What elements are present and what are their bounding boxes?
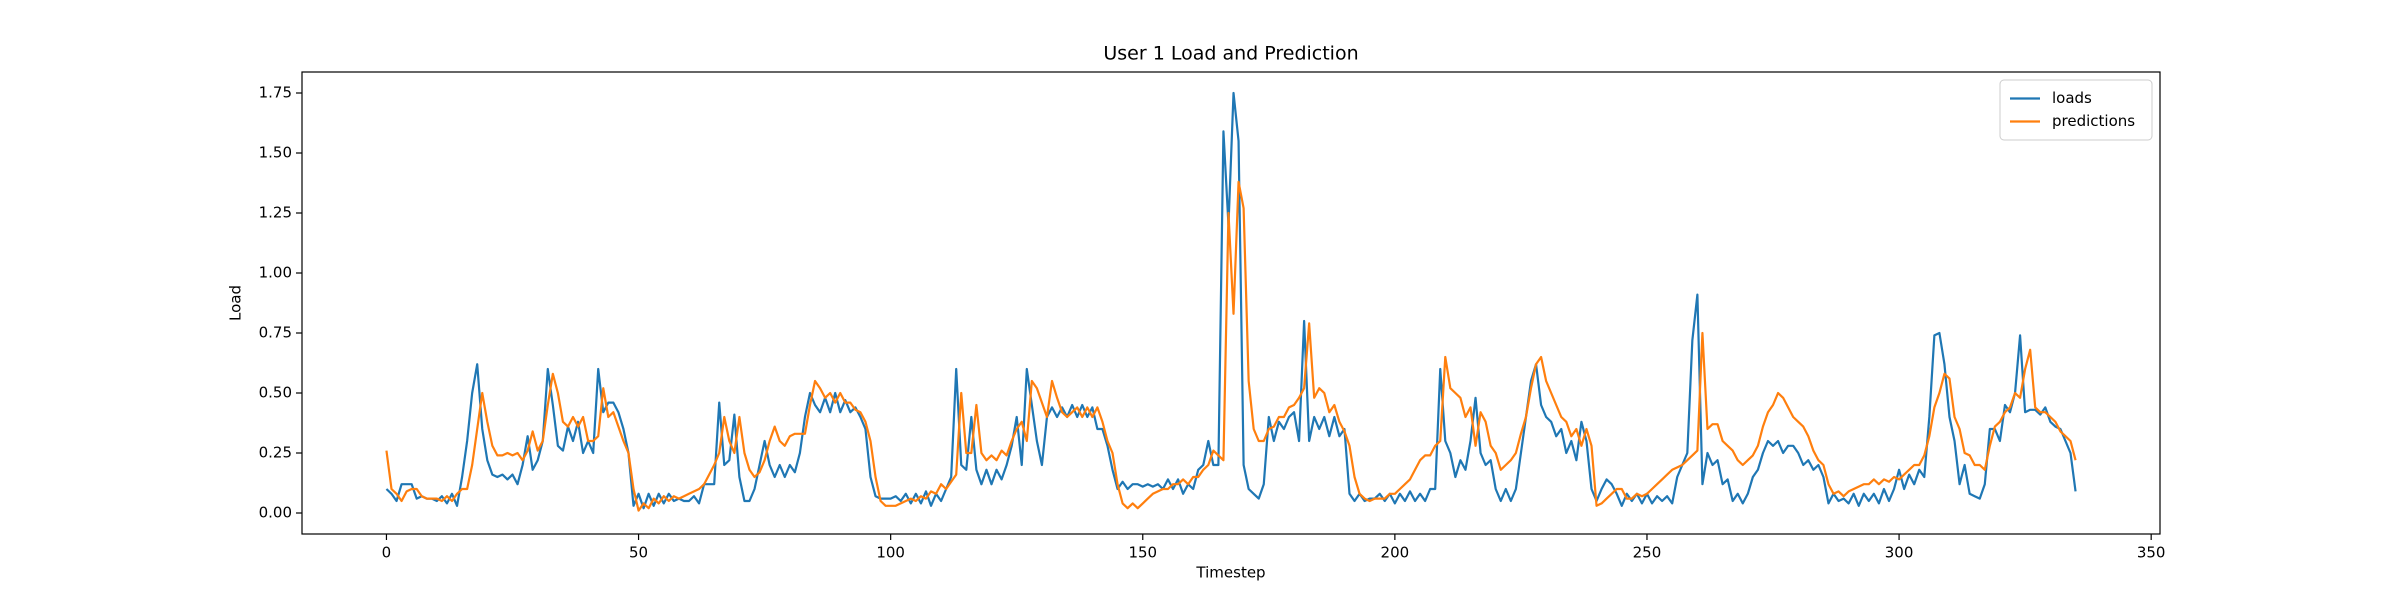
y-tick-label: 0.75 <box>259 324 292 342</box>
x-tick-label: 0 <box>382 544 392 562</box>
x-tick-label: 150 <box>1128 544 1157 562</box>
x-tick-label: 200 <box>1381 544 1410 562</box>
x-axis-label: Timestep <box>1195 564 1265 582</box>
y-tick-label: 0.00 <box>259 504 292 522</box>
y-tick-label: 1.50 <box>259 144 292 162</box>
legend-label: predictions <box>2052 112 2135 130</box>
y-axis-label: Load <box>227 285 245 321</box>
legend-label: loads <box>2052 89 2092 107</box>
x-tick-label: 300 <box>1885 544 1914 562</box>
x-tick-label: 250 <box>1633 544 1662 562</box>
chart-title: User 1 Load and Prediction <box>1103 43 1358 65</box>
y-tick-label: 1.25 <box>259 204 292 222</box>
series-line <box>385 91 2077 510</box>
plot-frame <box>301 71 2161 535</box>
y-tick-label: 0.25 <box>259 444 292 462</box>
x-tick-label: 50 <box>629 544 648 562</box>
x-tick-label: 100 <box>876 544 905 562</box>
legend: loads predictions <box>1999 79 2153 141</box>
y-tick-label: 1.00 <box>259 264 292 282</box>
legend-box <box>1999 79 2153 141</box>
y-tick-label: 1.75 <box>259 84 292 102</box>
series-line <box>385 180 2077 512</box>
y-tick-label: 0.50 <box>259 384 292 402</box>
x-tick-label: 350 <box>2137 544 2166 562</box>
